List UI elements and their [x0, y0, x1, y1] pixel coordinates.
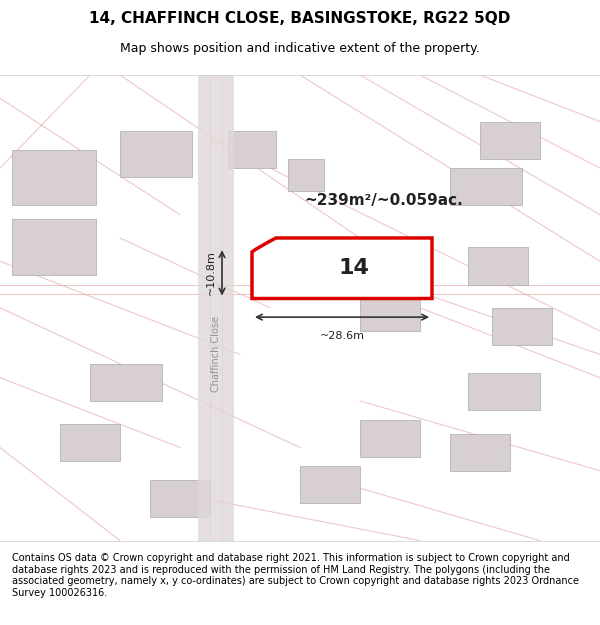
Text: ~239m²/~0.059ac.: ~239m²/~0.059ac. — [305, 193, 463, 208]
Text: 14: 14 — [338, 258, 370, 278]
Bar — [228, 131, 276, 168]
Bar — [120, 131, 192, 178]
Bar — [300, 466, 360, 503]
Text: 14, CHAFFINCH CLOSE, BASINGSTOKE, RG22 5QD: 14, CHAFFINCH CLOSE, BASINGSTOKE, RG22 5… — [89, 11, 511, 26]
Bar — [12, 149, 96, 206]
Bar — [60, 424, 120, 461]
Text: Chaffinch Close: Chaffinch Close — [211, 316, 221, 392]
Text: Map shows position and indicative extent of the property.: Map shows position and indicative extent… — [120, 42, 480, 55]
Bar — [480, 121, 540, 159]
Bar — [12, 219, 96, 275]
Bar — [150, 480, 210, 518]
Text: Contains OS data © Crown copyright and database right 2021. This information is : Contains OS data © Crown copyright and d… — [12, 553, 579, 598]
PathPatch shape — [252, 238, 432, 299]
Bar — [492, 308, 552, 345]
Text: ~28.6m: ~28.6m — [320, 331, 365, 341]
Text: ~10.8m: ~10.8m — [206, 251, 216, 296]
Bar — [450, 434, 510, 471]
Bar — [360, 419, 420, 457]
Bar — [468, 373, 540, 410]
Bar — [198, 75, 234, 541]
Bar — [450, 168, 522, 206]
Bar — [90, 364, 162, 401]
Bar — [288, 159, 324, 191]
Bar — [360, 294, 420, 331]
Bar — [468, 248, 528, 284]
